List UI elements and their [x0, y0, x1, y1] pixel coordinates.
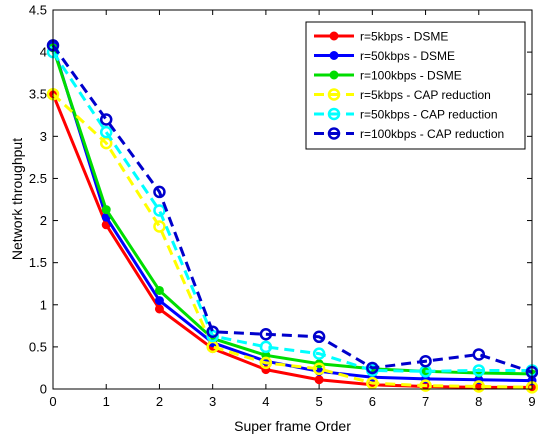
data-point	[472, 380, 486, 393]
data-point	[153, 185, 166, 199]
data-point	[472, 364, 486, 377]
data-point	[206, 325, 219, 338]
legend-item: r=5kbps - CAP reduction	[314, 88, 491, 102]
legend-box	[305, 21, 526, 150]
y-tick-label: 1	[40, 297, 47, 312]
series-line	[51, 44, 533, 374]
legend-label: r=5kbps - CAP reduction	[360, 88, 491, 102]
y-tick-label: 0.5	[29, 339, 47, 354]
legend-item: r=100kbps - DSME	[314, 69, 462, 83]
legend-label: r=100kbps - DSME	[360, 69, 462, 83]
y-tick-label: 3.5	[29, 87, 47, 102]
data-point	[154, 285, 164, 295]
legend-item: r=50kbps - CAP reduction	[314, 108, 498, 122]
legend-swatch-marker	[327, 107, 341, 121]
data-point	[419, 379, 432, 392]
data-point	[312, 330, 326, 344]
series-layer	[46, 39, 538, 394]
x-axis-label: Super frame Order	[234, 418, 351, 434]
series-line	[51, 93, 533, 389]
legend-swatch-marker	[327, 88, 341, 101]
x-tick-label: 7	[422, 394, 429, 409]
data-point	[259, 328, 273, 341]
data-point	[154, 304, 164, 314]
data-point	[312, 347, 326, 360]
legend-swatch-marker	[327, 127, 341, 140]
legend-item: r=5kbps - DSME	[314, 30, 448, 44]
data-point	[154, 296, 164, 306]
legend-swatch-marker	[329, 51, 339, 60]
data-point	[99, 113, 113, 126]
legend-swatch-marker	[329, 70, 339, 80]
legend-label: r=50kbps - CAP reduction	[360, 108, 498, 122]
data-point	[472, 348, 486, 361]
legend: r=5kbps - DSME r=50kbps - DSME r=100kbps -…	[305, 21, 526, 150]
y-tick-label: 2.5	[29, 171, 47, 186]
y-axis-label: Network throughput	[9, 138, 25, 260]
data-point	[366, 376, 379, 390]
legend-label: r=100kbps - CAP reduction	[360, 127, 504, 141]
y-tick-label: 1.5	[29, 255, 47, 270]
data-point	[259, 340, 273, 354]
plot-frame	[52, 9, 533, 390]
data-point	[314, 375, 324, 385]
x-tick-label: 9	[528, 394, 535, 409]
x-tick-label: 6	[369, 394, 376, 409]
x-tick-label: 2	[156, 394, 163, 409]
legend-item: r=100kbps - CAP reduction	[314, 127, 504, 141]
legend-item: r=50kbps - DSME	[314, 49, 455, 63]
legend-label: r=50kbps - DSME	[360, 49, 455, 63]
data-point	[259, 356, 273, 370]
x-tick-label: 4	[262, 394, 269, 409]
data-point	[101, 205, 111, 215]
x-tick-label: 3	[209, 394, 216, 409]
data-point	[366, 361, 379, 375]
x-tick-label: 8	[475, 394, 482, 409]
data-point	[419, 354, 432, 368]
legend-swatch-marker	[329, 31, 339, 41]
x-tick-label: 1	[103, 394, 110, 409]
data-point	[99, 125, 113, 139]
y-ticks: 0 0.5 1 1.5 2 2.5 3 3.5 4 4.5	[29, 3, 532, 397]
legend-label: r=5kbps - DSME	[360, 30, 448, 44]
series-line	[51, 47, 533, 376]
x-tick-label: 0	[49, 394, 56, 409]
series-line	[51, 51, 532, 373]
y-tick-label: 3	[40, 129, 47, 144]
data-point	[153, 204, 166, 217]
data-point	[153, 220, 166, 233]
x-tick-label: 5	[315, 394, 322, 409]
x-ticks: 0 1 2 3 4 5 6 7 8 9	[49, 10, 536, 409]
data-point	[312, 362, 326, 376]
y-tick-label: 2	[40, 213, 47, 228]
y-tick-label: 0	[40, 382, 47, 397]
y-tick-label: 4.5	[29, 3, 47, 18]
y-tick-label: 4	[40, 45, 47, 60]
